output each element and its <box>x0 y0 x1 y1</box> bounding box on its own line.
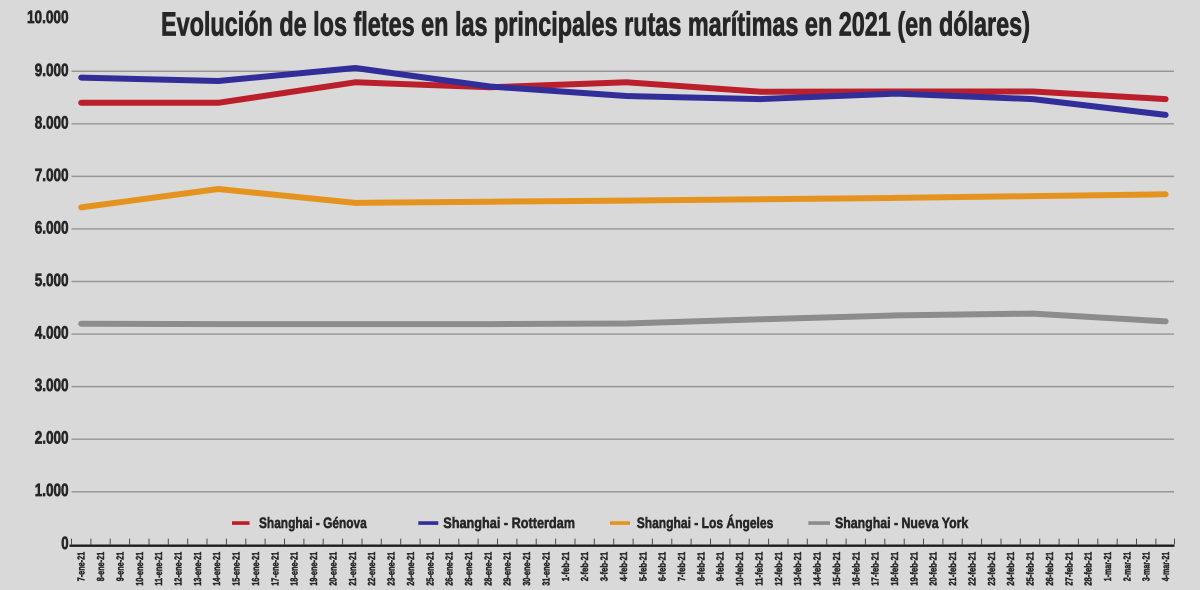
svg-text:16-feb-21: 16-feb-21 <box>851 552 862 586</box>
svg-text:27-feb-21: 27-feb-21 <box>1064 552 1075 586</box>
svg-text:22-ene-21: 22-ene-21 <box>367 552 378 586</box>
svg-text:4-mar-21: 4-mar-21 <box>1161 552 1172 582</box>
svg-text:Shanghai - Rotterdam: Shanghai - Rotterdam <box>443 515 575 532</box>
svg-text:7-feb-21: 7-feb-21 <box>677 552 688 582</box>
svg-text:14-feb-21: 14-feb-21 <box>813 552 824 586</box>
svg-text:25-ene-21: 25-ene-21 <box>425 552 436 586</box>
svg-text:15-feb-21: 15-feb-21 <box>832 552 843 586</box>
svg-text:22-feb-21: 22-feb-21 <box>967 552 978 586</box>
svg-text:21-feb-21: 21-feb-21 <box>948 552 959 586</box>
svg-text:Evolución de los fletes en las: Evolución de los fletes en las principal… <box>161 7 1030 44</box>
svg-text:3-mar-21: 3-mar-21 <box>1142 552 1153 582</box>
svg-text:18-ene-21: 18-ene-21 <box>290 552 301 586</box>
svg-text:10-feb-21: 10-feb-21 <box>735 552 746 586</box>
svg-text:4.000: 4.000 <box>35 323 69 343</box>
svg-text:Shanghai - Nueva York: Shanghai - Nueva York <box>835 515 969 532</box>
svg-text:2-feb-21: 2-feb-21 <box>580 552 591 582</box>
svg-text:19-ene-21: 19-ene-21 <box>309 552 320 586</box>
svg-text:5-feb-21: 5-feb-21 <box>638 552 649 582</box>
svg-text:26-ene-21: 26-ene-21 <box>464 552 475 586</box>
svg-text:0: 0 <box>61 533 68 553</box>
svg-text:25-feb-21: 25-feb-21 <box>1026 552 1037 586</box>
svg-text:6-feb-21: 6-feb-21 <box>658 552 669 582</box>
svg-text:9-ene-21: 9-ene-21 <box>115 552 126 582</box>
svg-text:29-ene-21: 29-ene-21 <box>503 552 514 586</box>
svg-text:12-feb-21: 12-feb-21 <box>774 552 785 586</box>
svg-text:8-ene-21: 8-ene-21 <box>96 552 107 582</box>
svg-text:18-feb-21: 18-feb-21 <box>890 552 901 586</box>
svg-text:Shanghai - Génova: Shanghai - Génova <box>259 515 367 532</box>
svg-text:1-feb-21: 1-feb-21 <box>561 552 572 582</box>
svg-text:13-feb-21: 13-feb-21 <box>793 552 804 586</box>
svg-text:2.000: 2.000 <box>35 428 69 448</box>
svg-text:7.000: 7.000 <box>35 165 69 185</box>
svg-text:20-ene-21: 20-ene-21 <box>328 552 339 586</box>
svg-text:10.000: 10.000 <box>27 7 69 27</box>
svg-text:13-ene-21: 13-ene-21 <box>193 552 204 586</box>
svg-text:14-ene-21: 14-ene-21 <box>212 552 223 586</box>
svg-text:24-feb-21: 24-feb-21 <box>1006 552 1017 586</box>
svg-text:9-feb-21: 9-feb-21 <box>716 552 727 582</box>
svg-text:1-mar-21: 1-mar-21 <box>1103 552 1114 582</box>
svg-text:31-ene-21: 31-ene-21 <box>541 552 552 586</box>
svg-text:2-mar-21: 2-mar-21 <box>1122 552 1133 582</box>
svg-text:23-feb-21: 23-feb-21 <box>987 552 998 586</box>
svg-text:20-feb-21: 20-feb-21 <box>929 552 940 586</box>
svg-text:7-ene-21: 7-ene-21 <box>77 552 88 582</box>
svg-text:26-ene-21: 26-ene-21 <box>445 552 456 586</box>
svg-text:19-feb-21: 19-feb-21 <box>909 552 920 586</box>
svg-text:12-ene-21: 12-ene-21 <box>174 552 185 586</box>
svg-text:28-ene-21: 28-ene-21 <box>483 552 494 586</box>
svg-text:4-feb-21: 4-feb-21 <box>619 552 630 582</box>
svg-text:8-feb-21: 8-feb-21 <box>696 552 707 582</box>
svg-text:3.000: 3.000 <box>35 375 69 395</box>
svg-text:5.000: 5.000 <box>35 270 69 290</box>
svg-text:15-ene-21: 15-ene-21 <box>232 552 243 586</box>
svg-text:23-ene-21: 23-ene-21 <box>387 552 398 586</box>
svg-text:11-feb-21: 11-feb-21 <box>754 552 765 586</box>
svg-text:21-ene-21: 21-ene-21 <box>348 552 359 586</box>
svg-text:9.000: 9.000 <box>35 60 69 80</box>
svg-text:6.000: 6.000 <box>35 217 69 237</box>
svg-text:1.000: 1.000 <box>35 480 69 500</box>
svg-text:Shanghai - Los Ángeles: Shanghai - Los Ángeles <box>637 514 774 532</box>
svg-text:30-ene-21: 30-ene-21 <box>522 552 533 586</box>
svg-text:26-feb-21: 26-feb-21 <box>1045 552 1056 586</box>
svg-text:11-ene-21: 11-ene-21 <box>154 552 165 586</box>
svg-text:16-ene-21: 16-ene-21 <box>251 552 262 586</box>
svg-text:17-ene-21: 17-ene-21 <box>270 552 281 586</box>
svg-text:28-feb-21: 28-feb-21 <box>1084 552 1095 586</box>
svg-text:24-ene-21: 24-ene-21 <box>406 552 417 586</box>
svg-text:17-feb-21: 17-feb-21 <box>871 552 882 586</box>
svg-text:10-ene-21: 10-ene-21 <box>135 552 146 586</box>
svg-text:3-feb-21: 3-feb-21 <box>600 552 611 582</box>
svg-text:8.000: 8.000 <box>35 112 69 132</box>
